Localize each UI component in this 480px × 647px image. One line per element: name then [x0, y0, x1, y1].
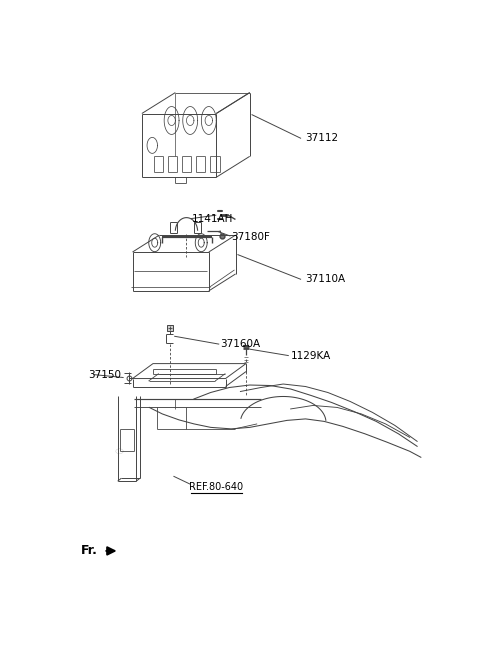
Text: 37112: 37112: [305, 133, 339, 144]
Text: 37110A: 37110A: [305, 274, 346, 285]
Text: 1141AH: 1141AH: [192, 214, 233, 224]
Text: REF.80-640: REF.80-640: [189, 482, 243, 492]
Text: 37180F: 37180F: [231, 232, 270, 241]
Text: Fr.: Fr.: [81, 544, 97, 558]
Text: 37150: 37150: [88, 369, 121, 380]
Text: 37160A: 37160A: [220, 339, 260, 349]
Text: 1129KA: 1129KA: [290, 351, 331, 360]
